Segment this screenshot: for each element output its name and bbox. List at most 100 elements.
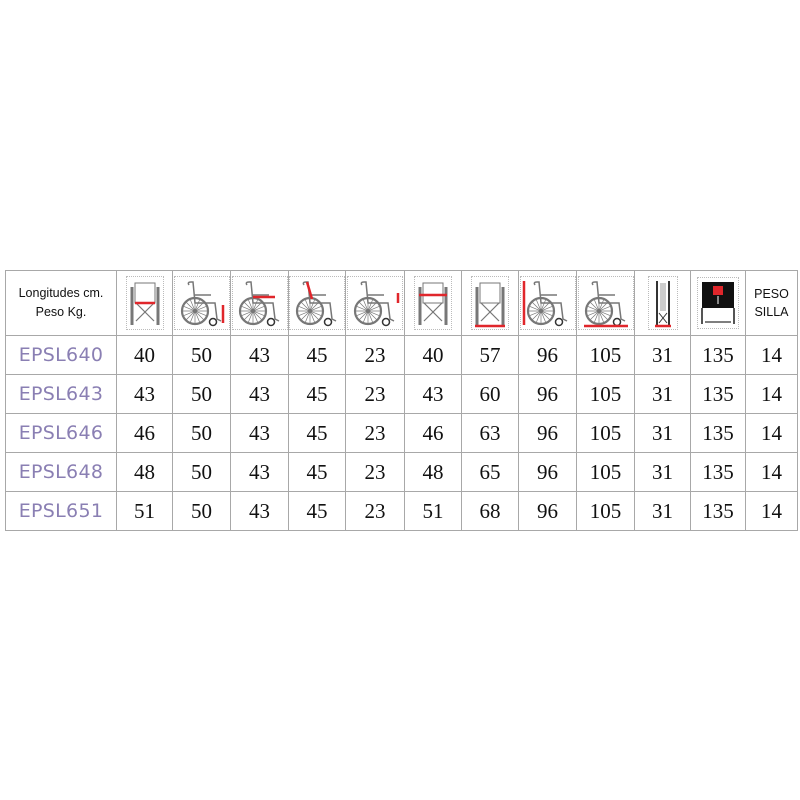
value: 31 [652,420,673,445]
value: 14 [761,381,782,406]
model-code: EPSL640 [18,344,104,366]
value-cell: 40 [116,335,173,375]
value: 23 [364,420,386,445]
specs-table: Longitudes cm. Peso Kg. PESO SILLA EPSL64… [5,270,798,531]
value: 40 [134,342,155,367]
value: 50 [191,498,212,523]
value: 23 [364,498,386,523]
value: 23 [364,381,386,406]
value: 68 [479,498,501,523]
value: 14 [761,498,782,523]
side-seat-depth-icon [231,276,288,330]
front-total-width-icon [471,276,509,330]
value: 45 [306,459,328,484]
value: 43 [249,459,270,484]
header-icon-cell [116,270,173,336]
model-cell: EPSL648 [5,452,117,492]
model-cell: EPSL640 [5,335,117,375]
value: 50 [191,459,212,484]
value-cell: 50 [172,335,231,375]
value: 43 [249,342,270,367]
front-seat-width-icon [125,276,164,330]
header-icon-cell [576,270,635,336]
value: 43 [134,381,155,406]
max-load-icon [697,277,739,329]
model-cell: EPSL646 [5,413,117,453]
value: 45 [306,420,328,445]
value-cell: 46 [404,413,462,453]
value: 14 [761,342,782,367]
model-code: EPSL651 [18,500,104,522]
value: 45 [306,342,328,367]
value: 14 [761,459,782,484]
peso-label: PESO [754,287,789,301]
value-cell: 23 [345,491,405,531]
value-cell: 45 [288,335,346,375]
units-label: Longitudes cm. Peso Kg. [6,284,116,322]
value-cell: 45 [288,491,346,531]
value: 50 [191,342,212,367]
value: 135 [702,498,734,523]
table-row: EPSL646 46 50 43 45 23 46 63 96 105 31 135 14 [5,413,798,453]
value-cell: 105 [576,491,635,531]
value-cell: 31 [634,413,691,453]
value-cell: 50 [172,413,231,453]
value: 135 [702,459,734,484]
value-cell: 135 [690,452,746,492]
value-cell: 31 [634,374,691,414]
table-row: EPSL648 48 50 43 45 23 48 65 96 105 31 135 14 [5,452,798,492]
value-cell: 51 [116,491,173,531]
value-cell: 45 [288,374,346,414]
value: 45 [306,498,328,523]
table-row: EPSL640 40 50 43 45 23 40 57 96 105 31 135 14 [5,335,798,375]
value-cell: 45 [288,452,346,492]
value: 105 [589,420,622,445]
value-cell: 60 [461,374,519,414]
value-cell: 45 [288,413,346,453]
value: 96 [537,381,558,406]
header-label-cell: Longitudes cm. Peso Kg. [5,270,117,336]
weight-units-label: Peso Kg. [35,305,87,319]
value-cell: 43 [230,413,289,453]
value: 31 [652,381,673,406]
value: 105 [589,459,622,484]
value-cell: 14 [745,335,798,375]
value: 43 [249,381,270,406]
value: 105 [589,342,622,367]
value: 23 [364,342,386,367]
side-total-length-icon [577,276,634,330]
value-cell: 14 [745,374,798,414]
header-icon-cell [690,270,746,336]
value-cell: 63 [461,413,519,453]
model-code: EPSL643 [18,383,104,405]
value: 40 [422,342,444,367]
value: 105 [589,381,622,406]
value: 14 [761,420,782,445]
value-cell: 43 [230,491,289,531]
value: 46 [134,420,155,445]
value-cell: 96 [518,374,577,414]
value-cell: 105 [576,452,635,492]
peso-silla-header: PESO SILLA [745,270,798,336]
length-units-label: Longitudes cm. [18,286,104,300]
model-code: EPSL646 [18,422,104,444]
value: 50 [191,381,212,406]
value-cell: 50 [172,374,231,414]
value: 31 [652,498,673,523]
value-cell: 51 [404,491,462,531]
side-total-height-icon [519,276,576,330]
value: 31 [652,342,673,367]
value-cell: 43 [404,374,462,414]
value: 96 [537,459,558,484]
value: 65 [479,459,501,484]
value: 31 [652,459,673,484]
value-cell: 48 [116,452,173,492]
value: 96 [537,498,558,523]
value-cell: 43 [230,452,289,492]
header-icon-cell [461,270,519,336]
value: 48 [422,459,444,484]
value-cell: 40 [404,335,462,375]
model-code: EPSL648 [18,461,104,483]
value-cell: 14 [745,413,798,453]
value: 50 [191,420,212,445]
